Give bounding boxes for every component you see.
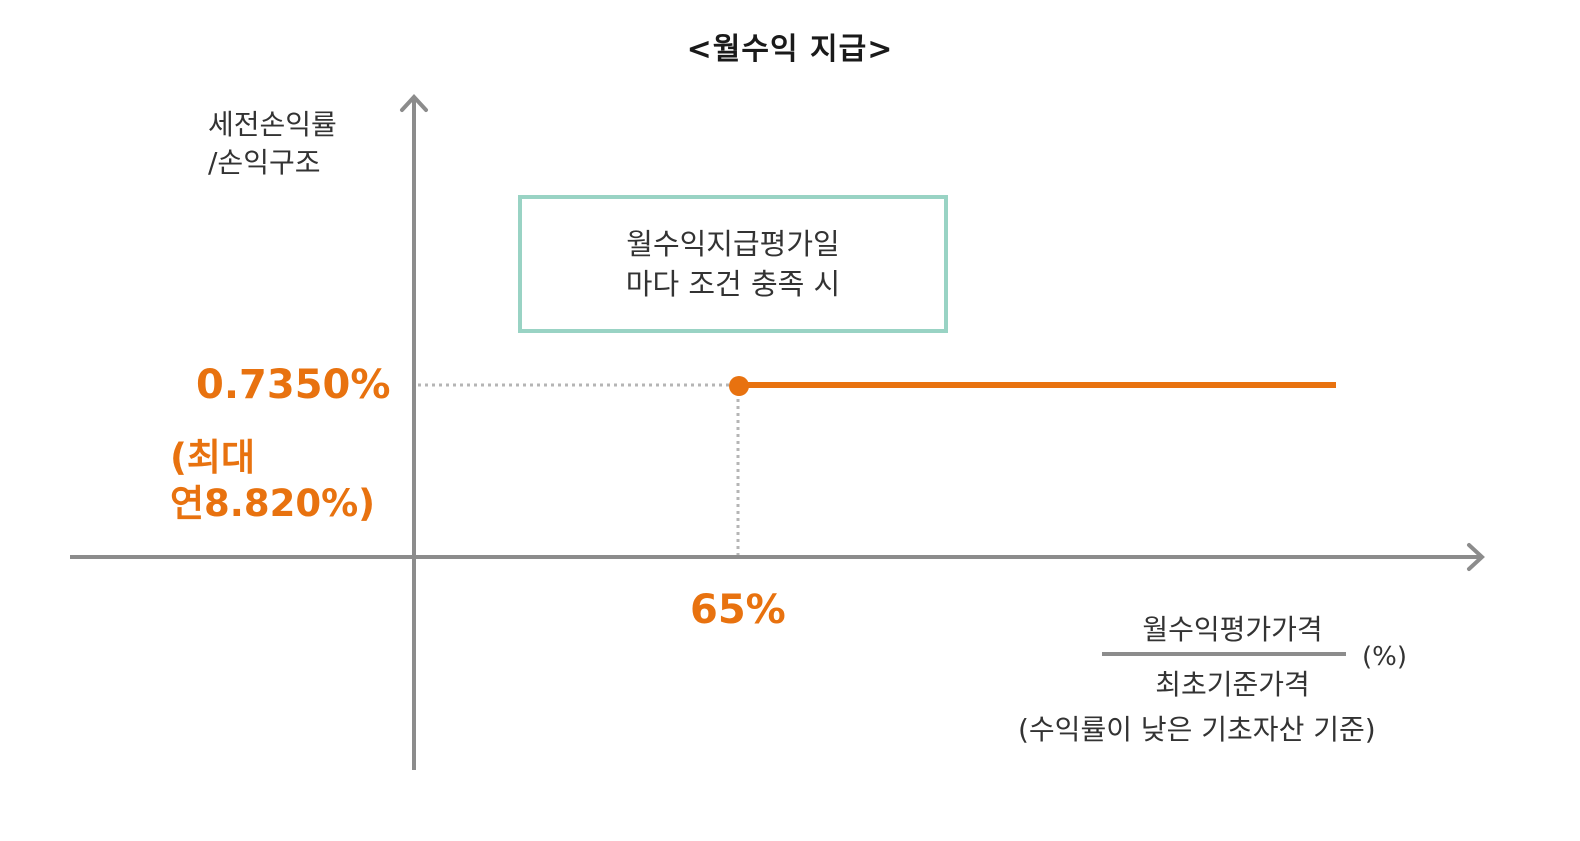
x-axis-note: (수익률이 낮은 기초자산 기준) — [1018, 713, 1376, 746]
payout-start-marker — [729, 376, 749, 396]
max-annual-rate-label: (최대 연8.820%) — [170, 435, 375, 527]
condition-box-line1: 월수익지급평가일 — [626, 227, 840, 261]
y-axis-label-line2: /손익구조 — [208, 146, 321, 179]
x-axis-denominator: 최초기준가격 — [1155, 668, 1310, 701]
monthly-rate-label: 0.7350% — [196, 362, 391, 408]
x-axis-numerator: 월수익평가가격 — [1142, 613, 1323, 646]
fraction-line — [1102, 652, 1346, 656]
barrier-label: 65% — [690, 587, 786, 633]
max-annual-rate-line1: (최대 — [170, 436, 255, 479]
y-axis-arrow-icon — [400, 94, 428, 112]
x-axis-arrow-icon — [1467, 543, 1485, 571]
y-axis-label: 세전손익률 /손익구조 — [208, 106, 337, 182]
x-axis-unit: (%) — [1362, 642, 1407, 672]
y-axis-label-line1: 세전손익률 — [208, 108, 337, 141]
max-annual-rate-line2: 연8.820%) — [170, 482, 376, 525]
condition-box-line2: 마다 조건 충족 시 — [625, 267, 841, 301]
condition-box: 월수익지급평가일 마다 조건 충족 시 — [518, 195, 948, 333]
chart-title: <월수익 지급> — [686, 32, 894, 67]
